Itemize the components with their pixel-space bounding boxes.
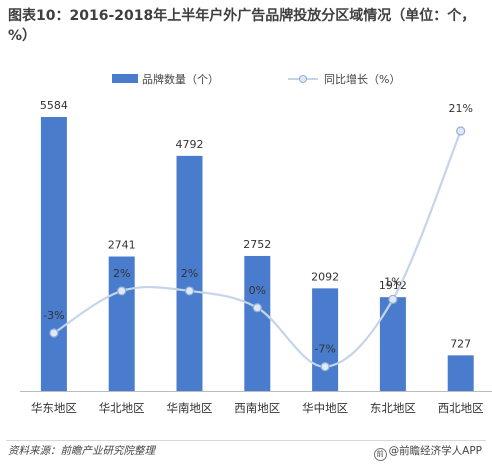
line-point: [320, 362, 330, 372]
bar: [244, 255, 271, 391]
line-value-label: 21%: [448, 102, 472, 115]
bar: [379, 297, 406, 391]
x-tick-label: 东北地区: [370, 401, 416, 415]
line-point: [456, 126, 466, 136]
x-tick-label: 华东地区: [31, 401, 77, 415]
bar-value-label: 4792: [176, 138, 204, 151]
x-tick-label: 华北地区: [99, 401, 145, 415]
bar-value-label: 2752: [243, 238, 271, 251]
bar: [40, 117, 67, 391]
bar-value-label: 2741: [108, 239, 136, 252]
line-point: [252, 303, 262, 313]
line-point: [388, 294, 398, 304]
x-tick-label: 西南地区: [234, 401, 280, 415]
bar: [108, 256, 135, 391]
source-note: 资料来源：前瞻产业研究院整理: [8, 445, 155, 457]
legend-label-bar: 品牌数量（个）: [142, 72, 219, 86]
brand-text: @前瞻经济学人APP: [388, 445, 482, 457]
line-value-label: -7%: [314, 343, 335, 356]
x-tick-label: 华中地区: [302, 401, 348, 415]
line-value-label: 1%: [384, 275, 401, 288]
bar-value-label: 1912: [379, 279, 407, 292]
bar: [312, 288, 339, 391]
bar-value-label: 2092: [311, 270, 339, 283]
line-point: [117, 286, 127, 296]
bar: [447, 355, 474, 391]
line-value-label: 2%: [181, 267, 198, 280]
bar-value-label: 5584: [40, 99, 68, 112]
line-value-label: -3%: [43, 309, 64, 322]
legend-label-line: 同比增长（%）: [324, 72, 400, 86]
line-value-label: 0%: [249, 284, 266, 297]
brand-credit: 前 @前瞻经济学人APP: [373, 443, 482, 461]
bar: [176, 155, 203, 391]
chart-title: 图表10：2016-2018年上半年户外广告品牌投放分区域情况（单位：个，%）: [8, 8, 476, 44]
bar-value-label: 727: [450, 337, 471, 350]
line-point: [184, 286, 195, 296]
chart-svg: 品牌数量（个） 同比增长（%） 5584 2741 4792 2752 2092 1912 72…: [20, 72, 492, 415]
brand-logo-icon: 前: [373, 448, 387, 461]
x-tick-label: 华南地区: [167, 401, 213, 415]
footer-divider: [6, 440, 486, 441]
x-tick-label: 西北地区: [438, 401, 484, 415]
line-value-label: 2%: [113, 267, 130, 280]
legend-swatch-bar: [112, 74, 138, 83]
line-point: [49, 328, 59, 338]
legend-marker-line: [299, 75, 307, 83]
